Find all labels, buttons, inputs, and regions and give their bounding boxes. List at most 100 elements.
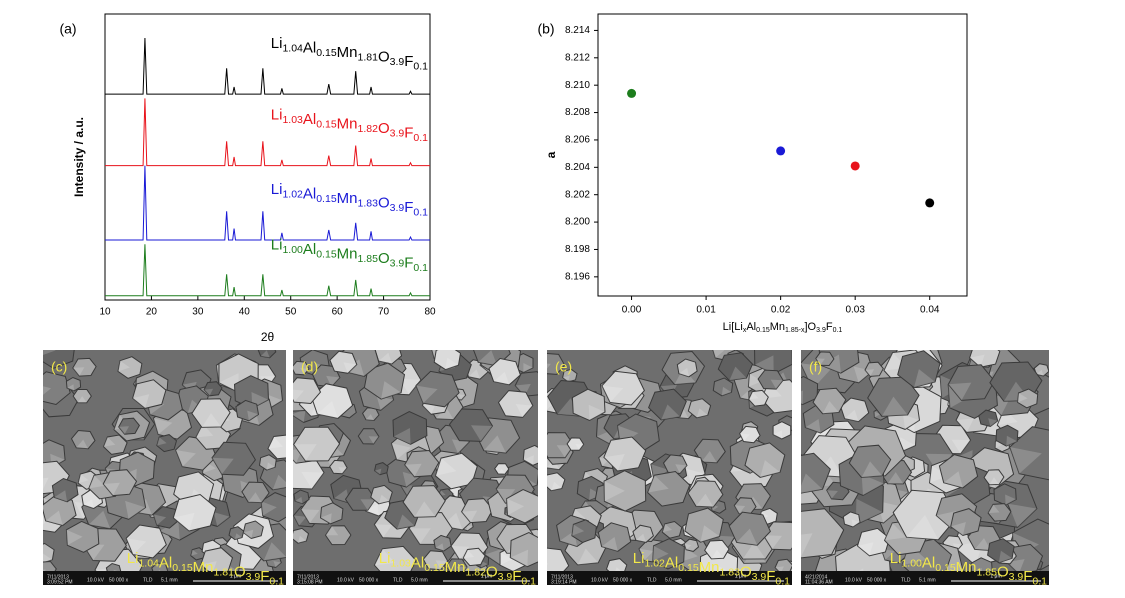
info-text: 50 000 x [867,577,887,583]
grain [51,477,79,503]
grain [712,377,734,397]
grain-facet [374,524,393,538]
info-text: 5.1 mm [919,577,936,583]
grain-facet [571,524,585,536]
grain [370,484,393,505]
grain-facet [675,464,687,474]
grain-facet [414,501,436,518]
info-text: 5.0 mm [411,577,428,583]
grain-facet [88,510,111,529]
grain-facet [844,409,859,422]
grain-facet [293,409,306,423]
grain-facet [523,363,533,373]
grain-facet [496,488,516,504]
legend-label: Li1.02Al0.15Mn1.83O3.9F0.1 [271,181,428,218]
grain [433,350,462,371]
grain-facet [293,389,304,403]
info-text: TLD [143,577,153,583]
panel-label: (a) [59,21,76,37]
grain-facet [156,437,167,446]
info-text: 3:09:52 PM [47,579,73,585]
grain [522,444,538,466]
info-text: 50 000 x [613,577,633,583]
grain [867,376,920,417]
panel-label: (e) [555,359,572,375]
grain-facet [445,357,459,370]
grain [547,432,575,459]
xrd-line [105,38,430,95]
grain [983,469,1005,486]
grain [102,469,138,497]
grain-facet [773,430,782,439]
grain-facet [88,475,105,489]
grain [603,436,647,472]
grain [72,389,92,404]
grain-facet [43,350,56,356]
grain [897,350,941,389]
grain-facet [903,414,920,430]
grain-facet [748,391,759,400]
grain-facet [317,401,338,419]
grain-facet [213,512,230,527]
grain-facet [952,543,963,552]
info-text: 3:19:14 PM [551,579,577,585]
grain-facet [950,522,966,536]
grain-facet [988,504,1000,514]
grain-facet [103,437,116,447]
x-axis-label: Li[LixAl0.15Mn1.85-x]O3.9F0.1 [723,321,843,334]
info-text: 50 000 x [359,577,379,583]
grain-facet [589,488,602,501]
grain [293,360,310,376]
grain-facet [547,363,551,369]
grain [117,356,143,379]
grain-facet [268,436,284,449]
grain [571,519,597,544]
grain-facet [451,439,470,454]
grain-facet [547,563,549,565]
grain [704,539,730,560]
grain-facet [696,493,714,507]
grain [361,407,380,422]
grain [344,487,376,511]
grain [632,524,654,543]
grain-facet [190,549,198,556]
x-axis-label-part: F [826,321,833,333]
grain-facet [325,525,339,536]
x-tick-label: 30 [192,307,204,318]
grain-facet [801,473,823,494]
grain [856,527,891,557]
grain-facet [399,378,421,395]
grain-facet [801,533,813,557]
grain-facet [1006,435,1018,447]
grain [241,481,270,504]
grain-facet [435,560,448,570]
grain [267,434,286,460]
sem-formula: Li1.00Al0.15Mn1.85O3.9F0.1 [890,550,1047,587]
grain-facet [343,362,357,374]
grain [978,409,999,428]
grain-facet [212,457,234,475]
y-tick-label: 8.214 [565,25,590,36]
data-point [627,88,637,98]
grain [125,524,167,559]
sem-formula: Li1.04Al0.15Mn1.81O3.9F0.1 [127,550,284,587]
grain-facet [300,509,320,524]
x-axis-label-part: 1.85-x [785,327,805,334]
grain [950,508,982,537]
grain-facet [760,460,781,478]
grain-facet [54,490,68,502]
grain [497,390,534,418]
grain-facet [159,520,180,541]
grain-facet [293,444,317,462]
grain [687,398,712,419]
grain [840,397,870,423]
grain-facet [551,481,562,491]
grain [118,417,141,435]
grain [562,368,578,383]
grain [434,452,478,490]
grain [65,520,100,553]
info-text: 10.0 kV [87,577,105,583]
grain [460,498,494,524]
